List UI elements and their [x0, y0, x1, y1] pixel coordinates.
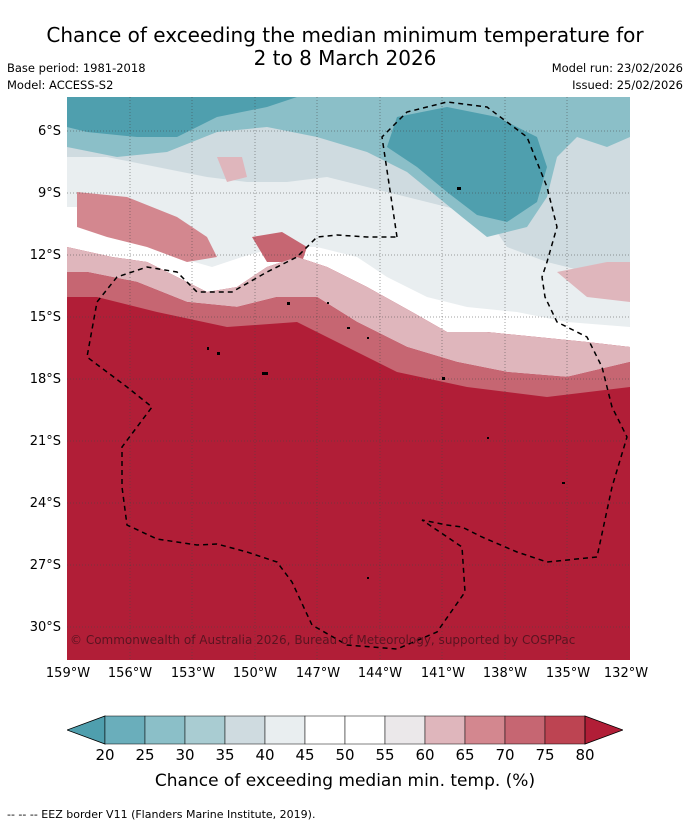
colorbar-high-extend [584, 715, 623, 745]
colorbar-tick-label: 70 [495, 746, 515, 764]
colorbar-tick-label: 35 [215, 746, 235, 764]
lat-tick: 15°S [29, 310, 61, 325]
lat-tick: 27°S [29, 558, 61, 573]
colorbar-segment [384, 715, 426, 745]
colorbar-tick-label: 45 [295, 746, 315, 764]
colorbar-tick-label: 40 [255, 746, 275, 764]
colorbar-tick-label: 55 [375, 746, 395, 764]
lon-tick: 159°W [45, 666, 91, 681]
lat-tick: 18°S [29, 372, 61, 387]
colorbar-segment [224, 715, 266, 745]
lon-tick: 153°W [170, 666, 216, 681]
colorbar-tick-label: 65 [455, 746, 475, 764]
map-title-line1: Chance of exceeding the median minimum t… [46, 23, 644, 47]
colorbar-segment [104, 715, 146, 745]
lon-tick: 150°W [232, 666, 278, 681]
eez-legend: -- -- -- EEZ border V11 (Flanders Marine… [7, 808, 316, 821]
colorbar-tick-label: 80 [575, 746, 595, 764]
colorbar-segment [464, 715, 506, 745]
colorbar-tick-label: 75 [535, 746, 555, 764]
colorbar-tick-label: 25 [135, 746, 155, 764]
lat-tick: 6°S [37, 124, 61, 139]
lon-tick: 141°W [420, 666, 466, 681]
colorbar-tick-label: 60 [415, 746, 435, 764]
colorbar-segment [184, 715, 226, 745]
colorbar-segment [504, 715, 546, 745]
base-period: Base period: 1981-2018 [7, 61, 146, 75]
model-run: Model run: 23/02/2026 [551, 61, 683, 75]
forecast-map [67, 97, 630, 660]
colorbar [67, 715, 623, 745]
lon-tick: 144°W [357, 666, 403, 681]
colorbar-tick-label: 50 [335, 746, 355, 764]
colorbar-segment [424, 715, 466, 745]
colorbar-segment [544, 715, 586, 745]
model-name: Model: ACCESS-S2 [7, 78, 114, 92]
lat-tick: 24°S [29, 496, 61, 511]
lon-tick: 138°W [482, 666, 528, 681]
lat-tick: 30°S [29, 620, 61, 635]
lat-tick: 21°S [29, 434, 61, 449]
colorbar-segment [304, 715, 346, 745]
lon-tick: 132°W [603, 666, 649, 681]
copyright-notice: © Commonwealth of Australia 2026, Bureau… [70, 633, 576, 647]
lat-tick: 12°S [29, 248, 61, 263]
map-title-line2: 2 to 8 March 2026 [253, 46, 437, 70]
colorbar-tick-label: 20 [95, 746, 115, 764]
lon-tick: 156°W [107, 666, 153, 681]
colorbar-tick-label: 30 [175, 746, 195, 764]
lat-tick: 9°S [37, 186, 61, 201]
colorbar-title: Chance of exceeding median min. temp. (%… [154, 771, 536, 791]
lon-tick: 135°W [545, 666, 591, 681]
colorbar-segment [264, 715, 306, 745]
lon-tick: 147°W [295, 666, 341, 681]
colorbar-low-extend [67, 715, 106, 745]
colorbar-segment [344, 715, 386, 745]
issued-date: Issued: 25/02/2026 [572, 78, 683, 92]
map-svg [67, 97, 630, 660]
colorbar-segment [144, 715, 186, 745]
